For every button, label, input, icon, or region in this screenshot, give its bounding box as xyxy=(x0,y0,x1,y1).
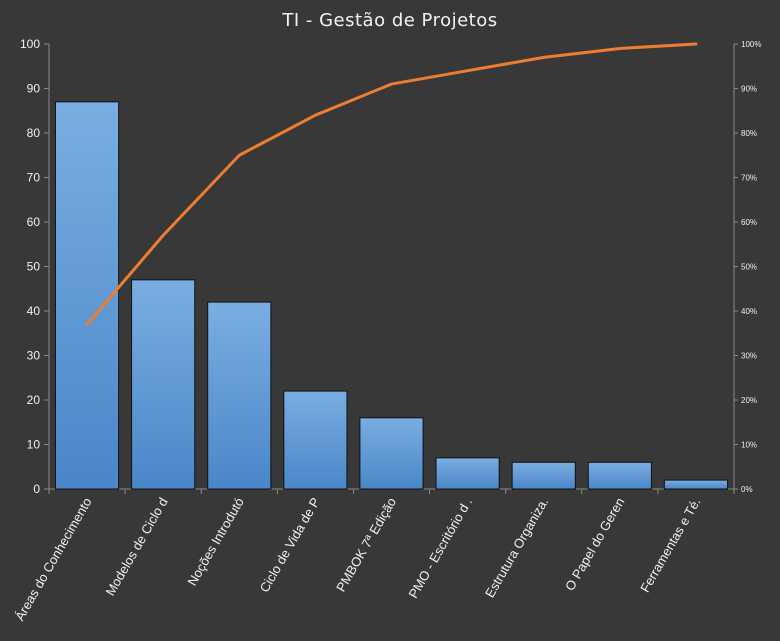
y2-tick-label: 80% xyxy=(741,129,757,138)
y2-tick-label: 100% xyxy=(741,40,761,49)
y2-tick-label: 90% xyxy=(741,85,757,94)
y2-tick-label: 60% xyxy=(741,218,757,227)
x-tick-label: Ferramentas e Té. xyxy=(637,495,703,595)
cumulative-percent-line xyxy=(85,42,698,326)
y2-tick-label: 50% xyxy=(741,263,757,272)
y-tick-label: 80 xyxy=(27,126,41,140)
bars xyxy=(54,101,729,490)
x-tick-label: PMBOK 7ª Edição xyxy=(333,495,399,594)
x-tick-label: Áreas do Conhecimento xyxy=(12,495,95,623)
y2-tick-label: 10% xyxy=(741,441,757,450)
x-tick-label: Ciclo de Vida de P xyxy=(257,495,323,595)
y-tick-label: 0 xyxy=(33,482,40,496)
bar xyxy=(359,417,424,490)
y-axis-secondary: 0% 10% 20% 30% 40% 50% 60% 70% 80% 90% 100% xyxy=(733,40,761,494)
y2-tick-label: 30% xyxy=(741,352,757,361)
y-tick-label: 70 xyxy=(27,171,41,185)
y-tick-label: 10 xyxy=(27,438,41,452)
bar xyxy=(587,461,652,490)
x-tick-label: O Papel do Geren xyxy=(562,495,627,593)
cumulative-line xyxy=(85,42,698,326)
y2-tick-label: 70% xyxy=(741,174,757,183)
x-tick-label: PMO - Escritório d . xyxy=(406,495,476,601)
bar xyxy=(131,279,196,490)
x-tick-label: Noções Introdutó xyxy=(184,495,246,588)
bar xyxy=(207,301,272,490)
bar xyxy=(663,479,729,490)
y2-tick-label: 40% xyxy=(741,307,757,316)
x-tick-label: Estrutura Organiza. xyxy=(482,495,551,600)
bar xyxy=(511,461,576,490)
y2-tick-label: 0% xyxy=(741,485,753,494)
bar xyxy=(54,101,120,490)
bar xyxy=(435,457,500,490)
chart-title: TI - Gestão de Projetos xyxy=(281,10,497,31)
y-tick-label: 20 xyxy=(27,393,41,407)
y-tick-label: 30 xyxy=(27,349,41,363)
bar xyxy=(283,390,348,490)
x-tick-label: Modelos de Ciclo d xyxy=(102,495,170,598)
y2-tick-label: 20% xyxy=(741,396,757,405)
y-tick-label: 100 xyxy=(20,37,40,51)
y-tick-label: 90 xyxy=(27,82,41,96)
y-tick-label: 50 xyxy=(27,260,41,274)
y-tick-label: 60 xyxy=(27,215,41,229)
y-tick-label: 40 xyxy=(27,304,41,318)
